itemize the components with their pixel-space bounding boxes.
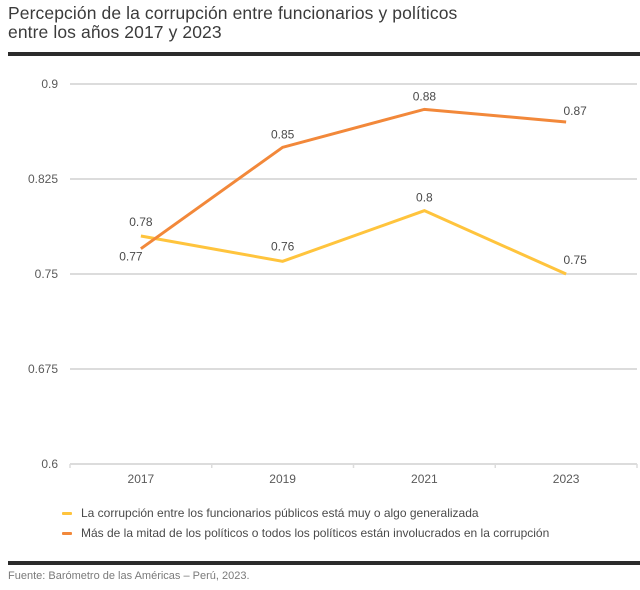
source-note: Fuente: Barómetro de las Américas – Perú…	[8, 570, 250, 582]
x-tick-label: 2023	[553, 472, 580, 486]
legend-label-politicos: Más de la mitad de los políticos o todos…	[81, 526, 550, 540]
data-label-politicos: 0.88	[413, 89, 437, 103]
y-tick-label: 0.6	[41, 457, 58, 471]
data-label-funcionarios: 0.8	[416, 191, 433, 205]
series-line-politicos	[140, 107, 567, 250]
legend-item-politicos[interactable]: Más de la mitad de los políticos o todos…	[62, 523, 549, 543]
chart-title-line-1: Percepción de la corrupción entre funcio…	[8, 3, 458, 23]
y-tick-label: 0.9	[41, 77, 58, 91]
y-tick-label: 0.75	[35, 267, 59, 281]
y-tick-label: 0.675	[28, 362, 58, 376]
series-lines	[140, 107, 567, 276]
x-tick-label: 2019	[269, 472, 296, 486]
x-tick-label: 2017	[128, 472, 155, 486]
title-divider	[8, 52, 640, 56]
legend-label-funcionarios: La corrupción entre los funcionarios púb…	[81, 506, 479, 520]
y-axis-tick-labels: 0.6 0.675 0.75 0.825 0.9	[28, 77, 58, 471]
line-chart: 0.6 0.675 0.75 0.825 0.9 2017 2019 2021 2023 0.…	[28, 77, 638, 486]
x-axis: 2017 2019 2021 2023	[69, 464, 638, 486]
legend-swatch-orange	[62, 531, 72, 535]
data-labels: 0.78 0.76 0.8 0.75 0.77 0.85 0.88 0.87	[119, 89, 587, 267]
data-label-funcionarios: 0.75	[563, 253, 587, 267]
data-label-funcionarios: 0.76	[271, 239, 295, 253]
gridlines	[70, 83, 637, 465]
legend-item-funcionarios[interactable]: La corrupción entre los funcionarios púb…	[62, 503, 549, 523]
data-label-politicos: 0.85	[271, 127, 295, 141]
chart-title: Percepción de la corrupción entre funcio…	[8, 4, 638, 42]
y-tick-label: 0.825	[28, 172, 58, 186]
chart-title-line-2: entre los años 2017 y 2023	[8, 22, 222, 42]
legend: La corrupción entre los funcionarios púb…	[62, 503, 549, 543]
data-label-funcionarios: 0.78	[129, 215, 153, 229]
legend-swatch-yellow	[62, 511, 72, 515]
series-line-funcionarios	[140, 209, 567, 276]
data-label-politicos: 0.77	[119, 250, 143, 264]
data-label-politicos: 0.87	[563, 104, 587, 118]
footer-divider	[8, 561, 640, 565]
x-tick-label: 2021	[411, 472, 438, 486]
